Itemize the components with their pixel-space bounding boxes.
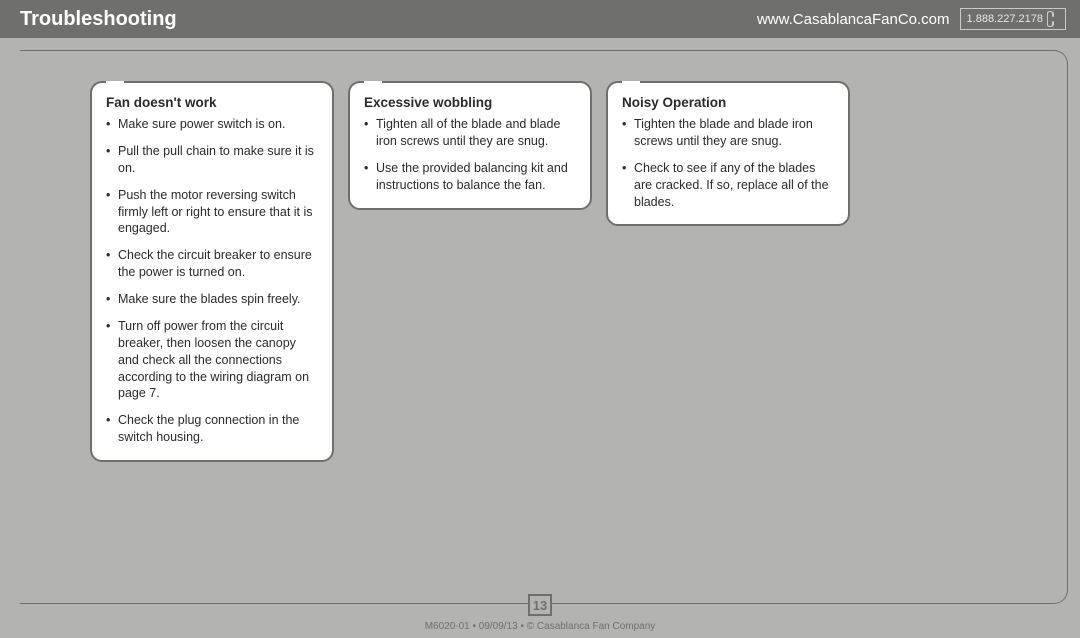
header-right: www.CasablancaFanCo.com 1.888.227.2178: [757, 8, 1066, 30]
footer-text: M6020-01 • 09/09/13 • © Casablanca Fan C…: [0, 621, 1080, 632]
card-list: Make sure power switch is on. Pull the p…: [106, 116, 318, 446]
list-item: Check the circuit breaker to ensure the …: [106, 247, 318, 281]
card-fan-doesnt-work: Fan doesn't work Make sure power switch …: [90, 81, 334, 462]
page: Troubleshooting www.CasablancaFanCo.com …: [0, 0, 1080, 638]
card-list: Tighten all of the blade and blade iron …: [364, 116, 576, 194]
list-item: Pull the pull chain to make sure it is o…: [106, 143, 318, 177]
phone-icon: [1047, 11, 1059, 27]
list-item: Tighten the blade and blade iron screws …: [622, 116, 834, 150]
phone-box: 1.888.227.2178: [960, 8, 1066, 30]
list-item: Turn off power from the circuit breaker,…: [106, 318, 318, 402]
header-bar: Troubleshooting www.CasablancaFanCo.com …: [0, 0, 1080, 38]
phone-number: 1.888.227.2178: [967, 13, 1043, 25]
list-item: Tighten all of the blade and blade iron …: [364, 116, 576, 150]
page-number: 13: [528, 594, 552, 616]
page-title: Troubleshooting: [20, 8, 177, 31]
card-list: Tighten the blade and blade iron screws …: [622, 116, 834, 210]
company-url: www.CasablancaFanCo.com: [757, 11, 950, 28]
list-item: Use the provided balancing kit and instr…: [364, 160, 576, 194]
card-noisy-operation: Noisy Operation Tighten the blade and bl…: [606, 81, 850, 226]
card-title: Noisy Operation: [622, 95, 834, 110]
card-title: Excessive wobbling: [364, 95, 576, 110]
list-item: Check the plug connection in the switch …: [106, 412, 318, 446]
cards-row: Fan doesn't work Make sure power switch …: [90, 81, 1037, 462]
list-item: Push the motor reversing switch firmly l…: [106, 187, 318, 238]
list-item: Make sure the blades spin freely.: [106, 291, 318, 308]
list-item: Check to see if any of the blades are cr…: [622, 160, 834, 211]
card-excessive-wobbling: Excessive wobbling Tighten all of the bl…: [348, 81, 592, 210]
card-title: Fan doesn't work: [106, 95, 318, 110]
content-frame: Fan doesn't work Make sure power switch …: [20, 50, 1068, 604]
list-item: Make sure power switch is on.: [106, 116, 318, 133]
